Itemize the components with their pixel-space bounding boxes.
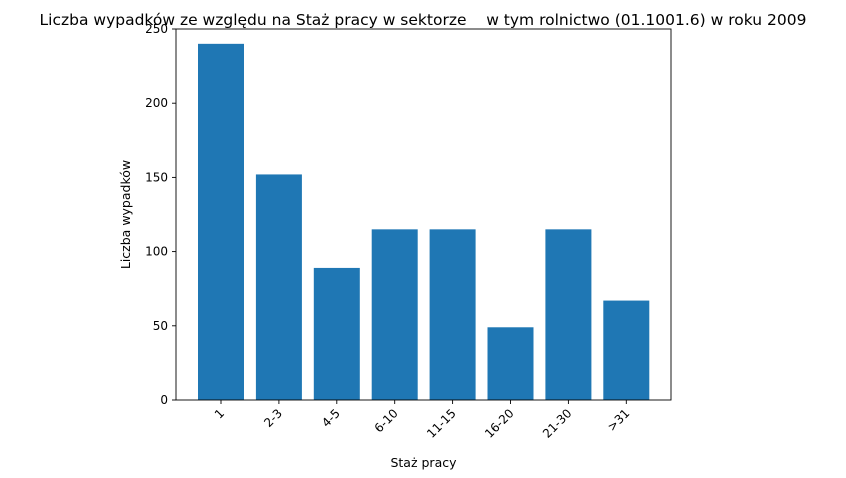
x-tick-label: 11-15 — [424, 406, 459, 441]
bar->31 — [603, 300, 650, 400]
plot-frame — [175, 28, 672, 401]
x-tick-label: 16-20 — [482, 406, 517, 441]
y-tick-label: 100 — [145, 245, 168, 259]
chart-title: Liczba wypadków ze względu na Staż pracy… — [40, 11, 807, 29]
y-axis: 0 50 100 150 200 250 — [145, 22, 176, 407]
bar-11-15 — [429, 229, 476, 400]
y-tick-label: 50 — [153, 319, 168, 333]
x-axis: 1 2-3 4-5 6-10 11-15 16-20 21-30 >31 — [212, 400, 633, 441]
bar-16-20 — [487, 327, 534, 400]
y-tick-label: 200 — [145, 96, 168, 110]
x-tick-label: 6-10 — [372, 406, 401, 435]
y-tick-label: 250 — [145, 22, 168, 36]
x-axis-label: Staż pracy — [390, 455, 457, 470]
bar-21-30 — [545, 229, 592, 400]
bar-2-3 — [255, 174, 302, 400]
x-tick-label: 2-3 — [261, 406, 285, 430]
x-tick-label: >31 — [605, 406, 633, 434]
x-tick-label: 4-5 — [319, 406, 343, 430]
bar-6-10 — [371, 229, 418, 400]
y-tick-label: 0 — [160, 393, 168, 407]
x-tick-label: 21-30 — [540, 406, 575, 441]
x-tick-label: 1 — [212, 406, 227, 421]
y-tick-label: 150 — [145, 170, 168, 184]
bars-group — [198, 43, 650, 401]
bar-1 — [198, 43, 244, 401]
y-axis-label: Liczba wypadków — [118, 160, 133, 269]
bar-4-5 — [313, 267, 360, 400]
